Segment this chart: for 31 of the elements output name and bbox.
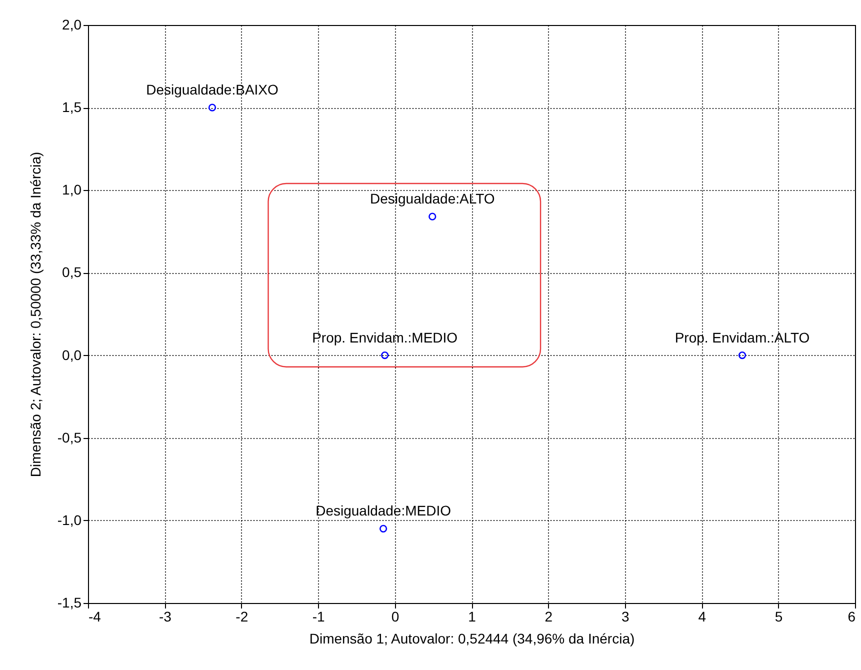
x-tick-label: 6	[848, 608, 856, 624]
x-tick-label: -3	[158, 608, 172, 624]
annotation: Prop. Envidam.:MEDIO	[312, 329, 458, 346]
y-tick-label: 2,0	[62, 16, 82, 32]
point	[208, 104, 216, 112]
y-tick-label: -0,5	[57, 429, 82, 446]
y-tick-label: 1,5	[62, 99, 82, 116]
point	[381, 351, 389, 360]
annotation: Desigualdade:MEDIO	[316, 502, 452, 519]
y-tick-label: -1,5	[57, 594, 82, 610]
point	[379, 524, 388, 532]
annotation: Desigualdade:BAIXO	[146, 82, 279, 98]
y-tick-label: -1,0	[57, 512, 82, 528]
x-tick-label: 2	[544, 608, 553, 624]
point	[738, 351, 746, 360]
annotation: Desigualdade:ALTO	[370, 190, 495, 207]
y-tick-label: 1,0	[62, 182, 82, 198]
x-axis-title: Dimensão 1; Autovalor: 0,52444 (34,96% da Inércia)	[309, 630, 635, 646]
annotation: Prop. Envidam.:ALTO	[674, 329, 810, 346]
x-tick-label: -2	[236, 608, 248, 624]
y-axis-title: Dimensão 2; Autovalor: 0,50000 (33,33% da Inércia)	[27, 152, 44, 478]
x-tick-label: 5	[774, 608, 783, 624]
point	[428, 212, 436, 220]
x-tick-label: 3	[622, 608, 630, 624]
x-tick-label: -4	[88, 608, 102, 624]
x-tick-label: 1	[468, 608, 476, 624]
x-tick-label: 4	[698, 608, 706, 624]
x-tick-label: 0	[391, 608, 400, 624]
x-tick-label: -1	[312, 608, 326, 624]
y-tick-label: 0,5	[62, 264, 82, 280]
y-tick-label: 0,0	[62, 346, 82, 363]
